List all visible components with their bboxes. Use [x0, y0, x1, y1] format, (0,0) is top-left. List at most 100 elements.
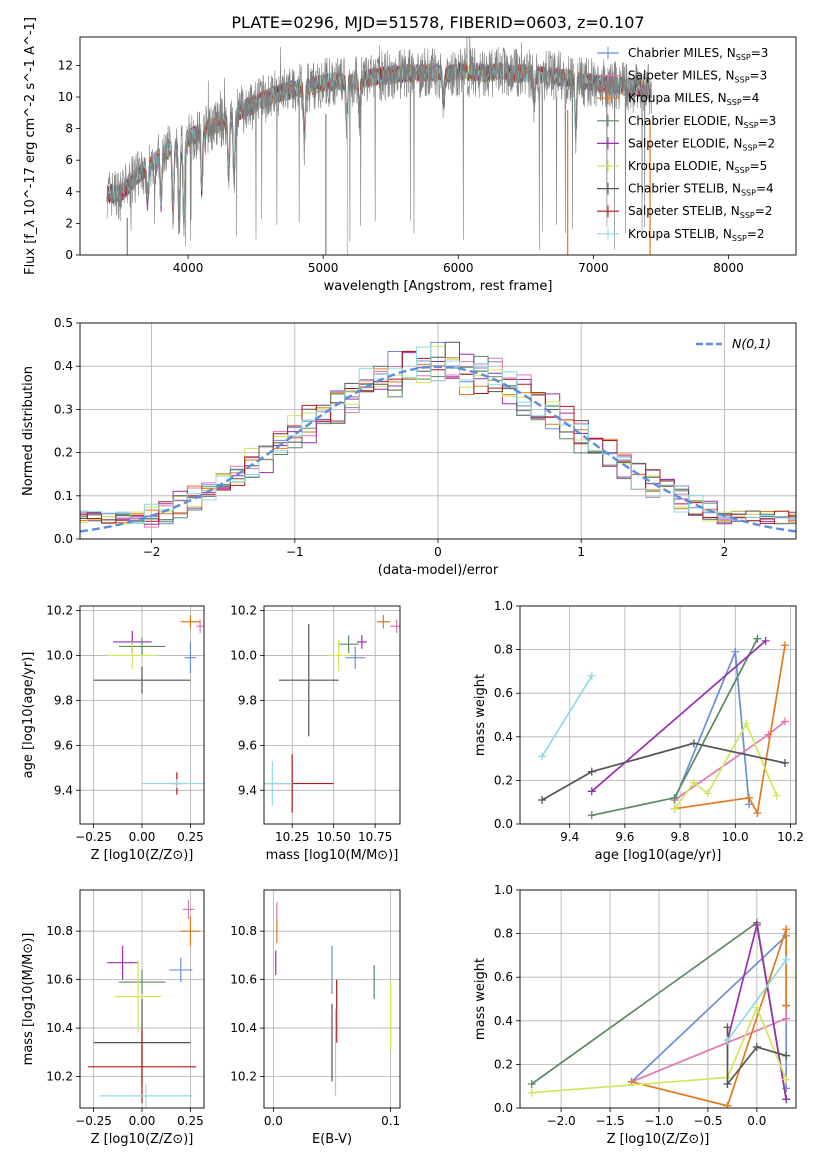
age-vs-mass-axes: 10.25 10.50 10.75 9.4 9.6 9.8 10.0 10.2 mass [lo… [230, 603, 401, 863]
axes-frame [263, 889, 401, 1109]
x-tick-label: 4000 [173, 261, 204, 275]
legend-subscript: SSP [736, 53, 751, 62]
weight-line-kroupa-miles [631, 928, 788, 1107]
y-tick-label: 9.8 [238, 693, 257, 707]
plot-area [106, 37, 652, 255]
weight-marker-kroupa-elodie [752, 1003, 761, 1012]
weight-marker-kroupa-elodie [703, 789, 712, 798]
legend-entry-kroupa-stelib: Kroupa STELIB, NSSP=2 [628, 227, 765, 243]
x-tick-label: 9.6 [615, 830, 634, 844]
x-axis-label: mass [log10(M/M⊙)] [266, 848, 399, 863]
y-tick-label: 10.0 [230, 648, 257, 662]
weight-marker-kroupa-stelib [782, 955, 791, 964]
y-tick-label: 10.8 [46, 924, 73, 938]
y-tick-label: 10.2 [46, 603, 73, 617]
legend-value: =4 [742, 91, 760, 105]
y-axis-label: age [log10(age/yr)] [21, 652, 36, 779]
weight-marker-chabrier-stelib [780, 758, 789, 767]
x-tick-label: 7000 [578, 261, 609, 275]
x-tick-label: 10.25 [275, 830, 309, 844]
legend-entry-kroupa-miles: Kroupa MILES, NSSP=4 [628, 91, 759, 107]
x-tick-label: 0.00 [129, 830, 156, 844]
weight-marker-chabrier-stelib [723, 1023, 732, 1032]
legend-entry-kroupa-elodie: Kroupa ELODIE, NSSP=5 [628, 159, 767, 175]
legend-subscript: SSP [742, 143, 757, 152]
x-tick-label: −1.5 [595, 1114, 624, 1128]
axes-frame [79, 322, 797, 540]
y-tick-label: 12 [58, 58, 73, 72]
weight-line-salpeter-miles [631, 1005, 788, 1083]
weight-marker-kroupa-elodie [742, 719, 751, 728]
legend-subscript: SSP [741, 189, 756, 198]
weight-line-salpeter-elodie [591, 640, 767, 792]
mass-vs-ebv-axes: 0.0 0.1 10.2 10.4 10.6 10.8 E(B-V) [230, 889, 401, 1147]
x-tick-label: −0.25 [75, 830, 112, 844]
weight-marker-salpeter-miles [782, 1014, 791, 1023]
y-tick-label: 1.0 [494, 883, 513, 897]
legend-subscript: SSP [744, 121, 759, 130]
x-tick-label: −1 [286, 545, 304, 559]
x-tick-label: 0.0 [264, 1114, 283, 1128]
weight-marker-salpeter-elodie [782, 1095, 791, 1104]
weight-marker-kroupa-stelib [723, 1036, 732, 1045]
weight-marker-kroupa-elodie [670, 804, 679, 813]
weight-vs-age-axes: 9.4 9.6 9.8 10.0 10.2 0.0 0.2 0.4 0.6 0.8 1.0 age [… [473, 599, 804, 863]
weight-marker-chabrier-elodie [527, 1080, 536, 1089]
y-tick-label: 10.2 [46, 1070, 73, 1084]
x-tick-label: 0 [434, 545, 442, 559]
weight-vs-metallicity-axes: −2.0 −1.5 −1.0 −0.5 0.0 0.0 0.2 0.4 0.6 0.8 1.0 Z [… [473, 883, 797, 1147]
x-axis-label: E(B-V) [312, 1132, 352, 1147]
x-axis-label: age [log10(age/yr)] [595, 848, 722, 863]
legend-subscript: SSP [732, 234, 747, 243]
y-tick-label: 10.0 [46, 648, 73, 662]
legend-value: =2 [747, 227, 765, 241]
weight-marker-chabrier-elodie [670, 793, 679, 802]
legend-value: =4 [756, 182, 774, 196]
weight-line-chabrier-stelib [726, 1027, 787, 1087]
weight-marker-chabrier-elodie [587, 811, 596, 820]
legend-subscript: SSP [740, 211, 755, 220]
y-axis-label: Normed distribution [21, 366, 36, 496]
y-tick-label: 0.0 [494, 817, 513, 831]
legend-entry-chabrier-elodie: Chabrier ELODIE, NSSP=3 [628, 114, 776, 130]
histogram-kroupa-stelib [80, 346, 796, 524]
legend-value: =5 [750, 159, 768, 173]
y-tick-label: 0.5 [54, 316, 73, 330]
weight-marker-salpeter-elodie [587, 787, 596, 796]
axes-frame [263, 605, 401, 825]
y-tick-label: 10.6 [46, 973, 73, 987]
y-tick-label: 10.4 [46, 1021, 73, 1035]
legend-value: =2 [757, 136, 775, 150]
weight-marker-salpeter-elodie [752, 920, 761, 929]
weight-marker-kroupa-elodie [782, 1075, 791, 1084]
weight-marker-chabrier-stelib [723, 1080, 732, 1089]
weight-marker-kroupa-miles [753, 809, 762, 818]
x-tick-label: −0.5 [693, 1114, 722, 1128]
y-axis-label: mass [log10(M/M⊙)] [21, 933, 36, 1066]
x-tick-label: 6000 [443, 261, 474, 275]
x-axis-label: (data-model)/error [378, 563, 499, 578]
y-tick-label: 0.6 [494, 970, 513, 984]
y-tick-label: 10.2 [230, 1070, 257, 1084]
residuals-axes: −2 −1 0 1 2 0.0 0.1 0.2 0.3 0.4 0.5 (data-model)/er… [21, 316, 797, 578]
x-tick-label: 10.75 [358, 830, 392, 844]
plot-area [275, 902, 392, 1096]
y-tick-label: 10.8 [230, 924, 257, 938]
weight-marker-chabrier-stelib [587, 767, 596, 776]
y-tick-label: 9.4 [238, 783, 257, 797]
y-tick-label: 1.0 [494, 599, 513, 613]
weight-marker-salpeter-miles [780, 717, 789, 726]
mass-vs-metallicity-axes: −0.25 0.00 0.25 10.2 10.4 10.6 10.8 Z [log10(Z/… [21, 889, 205, 1147]
weight-line-kroupa-stelib [541, 675, 593, 757]
axes-frame [519, 605, 797, 825]
weight-line-kroupa-miles [674, 645, 786, 816]
legend-entry-salpeter-stelib: Salpeter STELIB, NSSP=2 [628, 204, 772, 220]
legend-value: =3 [751, 46, 769, 60]
plot-area [80, 341, 796, 533]
x-tick-label: 0.25 [177, 1114, 204, 1128]
y-tick-label: 0.0 [54, 532, 73, 546]
x-tick-label: 9.4 [560, 830, 579, 844]
x-tick-label: 9.8 [671, 830, 690, 844]
age-vs-metallicity-axes: −0.25 0.00 0.25 9.4 9.6 9.8 10.0 10.2 Z [log10(Z… [21, 603, 205, 863]
y-tick-label: 9.6 [238, 738, 257, 752]
